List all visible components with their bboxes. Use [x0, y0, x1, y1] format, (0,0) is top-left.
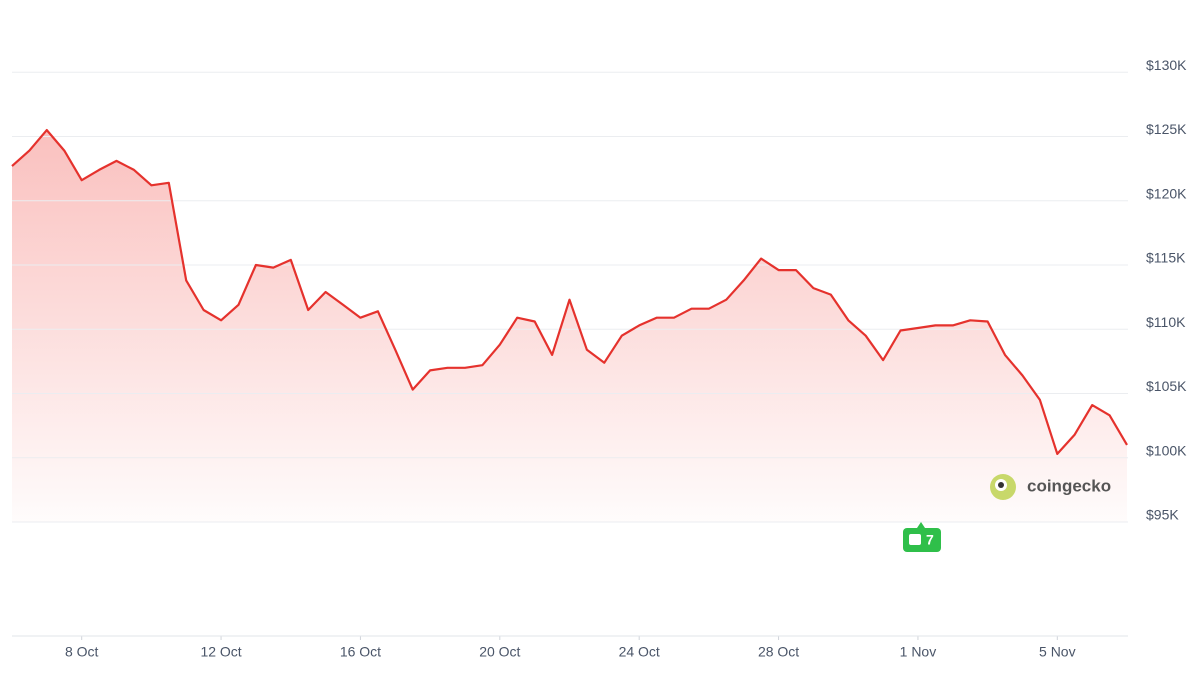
y-tick-label: $100K — [1146, 442, 1187, 458]
y-tick-label: $130K — [1146, 57, 1187, 73]
logo-pupil — [998, 482, 1004, 488]
x-tick-label: 28 Oct — [758, 644, 799, 660]
watermark-text: coingecko — [1027, 476, 1111, 495]
x-tick-label: 24 Oct — [619, 644, 660, 660]
x-tick-label: 16 Oct — [340, 644, 381, 660]
badge-pointer — [917, 522, 925, 528]
y-tick-label: $115K — [1146, 250, 1186, 266]
y-tick-label: $120K — [1146, 185, 1187, 201]
watermark: coingecko — [990, 474, 1111, 500]
x-tick-label: 20 Oct — [479, 644, 520, 660]
news-badge[interactable]: 7 — [903, 522, 941, 552]
y-tick-label: $110K — [1146, 314, 1186, 330]
area-fill — [12, 130, 1127, 522]
y-tick-label: $95K — [1146, 507, 1179, 523]
x-tick-label: 1 Nov — [900, 644, 937, 660]
price-line — [11, 129, 1128, 455]
badge-count: 7 — [926, 532, 934, 548]
badge-icon — [909, 534, 921, 545]
y-tick-label: $125K — [1146, 121, 1187, 137]
y-tick-label: $105K — [1146, 378, 1187, 394]
x-tick-label: 5 Nov — [1039, 644, 1076, 660]
x-tick-label: 12 Oct — [200, 644, 241, 660]
x-tick-label: 8 Oct — [65, 644, 99, 660]
badge-box — [903, 528, 941, 552]
